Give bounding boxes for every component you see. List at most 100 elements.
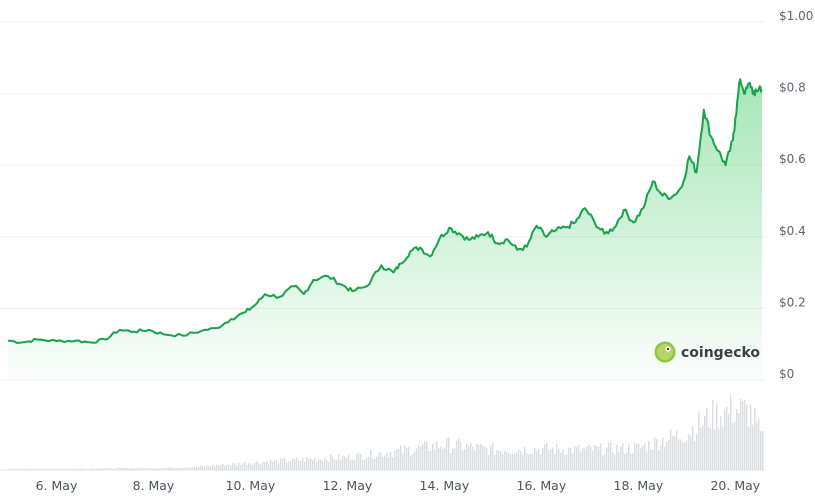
volume-bar — [376, 457, 377, 470]
volume-bar — [476, 444, 477, 470]
volume-bar — [524, 447, 525, 470]
volume-bar — [712, 399, 713, 470]
volume-bar — [360, 454, 361, 470]
volume-bar — [728, 414, 729, 470]
volume-bar — [532, 455, 533, 470]
volume-bar — [482, 445, 483, 470]
volume-bar — [354, 461, 355, 470]
volume-bar — [34, 469, 35, 470]
volume-bar — [318, 459, 319, 470]
volume-bar — [516, 452, 517, 470]
volume-bar — [596, 447, 597, 470]
volume-bar — [710, 429, 711, 470]
volume-bar — [250, 464, 251, 470]
volume-bar — [722, 427, 723, 470]
volume-bar — [580, 451, 581, 470]
volume-bar — [224, 466, 225, 470]
y-tick-label: $0 — [779, 367, 794, 381]
volume-bar — [746, 405, 747, 470]
volume-bar — [340, 460, 341, 470]
volume-bar — [458, 439, 459, 470]
volume-bar — [306, 458, 307, 470]
price-area — [8, 79, 762, 380]
volume-bar — [666, 442, 667, 470]
volume-bar — [762, 431, 763, 470]
volume-bar — [720, 416, 721, 470]
volume-bar — [640, 448, 641, 470]
volume-bar — [692, 427, 693, 470]
volume-bar — [204, 467, 205, 470]
volume-bar — [316, 462, 317, 470]
volume-bar — [378, 453, 379, 470]
volume-bar — [278, 463, 279, 470]
volume-bar — [294, 459, 295, 470]
volume-bar — [646, 452, 647, 470]
volume-bar — [410, 456, 411, 470]
volume-bar — [414, 451, 415, 470]
volume-bar — [350, 460, 351, 470]
volume-bar — [276, 460, 277, 470]
volume-bar — [26, 469, 27, 470]
volume-bar — [30, 469, 31, 470]
volume-bar — [18, 469, 19, 470]
volume-bar — [314, 458, 315, 470]
volume-bar — [90, 469, 91, 470]
volume-bar — [412, 454, 413, 470]
volume-bar — [358, 453, 359, 470]
volume-bar — [714, 430, 715, 470]
volume-bar — [230, 465, 231, 470]
volume-bar — [310, 459, 311, 470]
volume-bar — [348, 454, 349, 470]
volume-bar — [584, 449, 585, 470]
volume-bar — [16, 469, 17, 470]
volume-bar — [264, 462, 265, 470]
volume-bar — [704, 416, 705, 470]
volume-bar — [342, 456, 343, 470]
volume-bar — [644, 443, 645, 470]
volume-bar — [236, 465, 237, 470]
volume-bar — [652, 449, 653, 470]
volume-bar — [452, 448, 453, 470]
volume-bar — [622, 443, 623, 470]
volume-bar — [258, 463, 259, 470]
volume-bar — [606, 447, 607, 470]
volume-bar — [284, 458, 285, 470]
x-tick-label: 6. May — [36, 478, 78, 493]
volume-bar — [256, 461, 257, 470]
volume-bar — [678, 439, 679, 470]
volume-bar — [66, 469, 67, 470]
volume-bar — [22, 469, 23, 470]
volume-bar — [118, 468, 119, 470]
volume-bar — [64, 469, 65, 470]
volume-bar — [742, 401, 743, 470]
volume-bar — [588, 445, 589, 470]
volume-bar — [602, 456, 603, 470]
volume-bar — [76, 469, 77, 470]
volume-bar — [562, 450, 563, 470]
volume-bar — [550, 449, 551, 470]
volume-bar — [62, 469, 63, 470]
volume-bar — [198, 467, 199, 470]
volume-bar — [408, 447, 409, 470]
gecko-icon — [655, 342, 676, 363]
volume-bar — [56, 469, 57, 470]
volume-bar — [144, 468, 145, 470]
volume-bar — [732, 423, 733, 470]
y-tick-label: $0.6 — [779, 152, 806, 166]
volume-bar — [320, 460, 321, 470]
volume-bar — [132, 468, 133, 470]
volume-bar — [262, 462, 263, 470]
volume-bar — [188, 468, 189, 470]
volume-bar — [612, 452, 613, 470]
volume-bar — [586, 446, 587, 470]
volume-bar — [616, 445, 617, 470]
volume-bar — [546, 443, 547, 470]
volume-bar — [336, 460, 337, 470]
volume-bar — [440, 447, 441, 470]
x-tick-label: 16. May — [517, 478, 567, 493]
volume-bar — [564, 455, 565, 470]
volume-bar — [238, 463, 239, 470]
volume-bar — [100, 469, 101, 470]
volume-bar — [468, 446, 469, 470]
volume-bar — [102, 469, 103, 470]
